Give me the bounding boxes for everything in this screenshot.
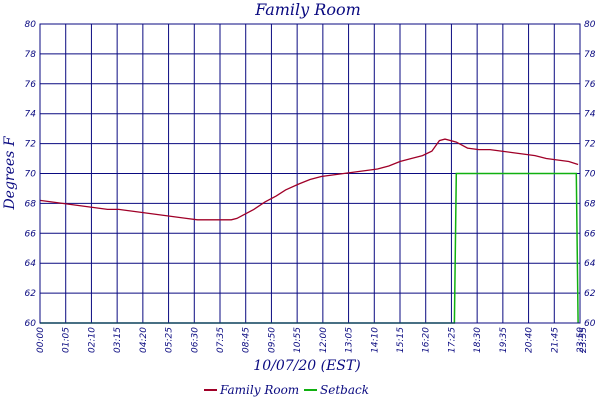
- y-tick-label-right: 74: [584, 110, 596, 120]
- x-tick-label: 07:35: [216, 327, 226, 353]
- legend-label-family-room: Family Room: [219, 383, 299, 397]
- y-tick-label-left: 70: [25, 170, 37, 180]
- x-tick-label: 06:30: [190, 327, 200, 353]
- x-tick-label: 01:05: [62, 327, 72, 353]
- y-tick-label-left: 62: [25, 289, 37, 299]
- y-axis-label: Degrees F: [2, 135, 18, 210]
- y-tick-label-left: 74: [25, 110, 37, 120]
- x-tick-label: 15:15: [396, 327, 406, 353]
- series-line-setback: [40, 172, 579, 324]
- x-tick-label: 17:25: [447, 327, 457, 353]
- x-tick-label: 23:50: [576, 327, 586, 353]
- x-tick-label: 03:15: [113, 327, 123, 353]
- y-tick-label-right: 76: [584, 80, 596, 90]
- y-tick-label-left: 68: [25, 199, 37, 209]
- plot-frame: [39, 23, 581, 324]
- y-tick-label-right: 68: [584, 199, 596, 209]
- chart-title: Family Room: [254, 0, 361, 19]
- y-tick-label-right: 78: [584, 50, 596, 60]
- y-tick-label-left: 78: [25, 50, 37, 60]
- x-tick-label: 04:20: [139, 327, 149, 353]
- y-tick-label-right: 60: [584, 319, 596, 329]
- y-tick-label-right: 70: [584, 170, 596, 180]
- y-tick-label-right: 66: [584, 229, 596, 239]
- x-tick-labels: 00:00 01:05 02:10 03:15 04:20 05:25 06:30 07:35…: [36, 327, 589, 353]
- y-tick-label-left: 80: [25, 20, 37, 30]
- x-tick-label: 00:00: [36, 327, 46, 353]
- x-tick-label: 12:00: [319, 327, 329, 353]
- y-tick-label-left: 64: [25, 259, 37, 269]
- y-tick-label-right: 80: [584, 20, 596, 30]
- y-tick-label-right: 64: [584, 259, 596, 269]
- x-tick-label: 20:40: [525, 327, 535, 353]
- y-tick-label-right: 72: [584, 140, 596, 150]
- y-tick-label-left: 72: [25, 140, 37, 150]
- x-tick-label: 05:25: [165, 327, 175, 353]
- x-tick-label: 18:30: [473, 327, 483, 353]
- y-tick-label-right: 62: [584, 289, 596, 299]
- x-tick-label: 23:55: [579, 327, 589, 353]
- legend: Family Room Setback: [204, 383, 369, 397]
- y-tick-label-left: 60: [25, 319, 37, 329]
- legend-label-setback: Setback: [320, 383, 369, 397]
- series-lines: [39, 138, 579, 324]
- y-tick-label-left: 76: [25, 80, 37, 90]
- x-tick-label: 14:10: [370, 327, 380, 353]
- x-tick-label: 16:20: [422, 327, 432, 353]
- y-tick-labels: 60 60 62 62 64 64 66 66 68 68 70 70 72 72 74 74 76 76 78 78…: [25, 20, 596, 329]
- x-tick-label: 13:05: [345, 327, 355, 353]
- x-axis-label: 10/07/20 (EST): [253, 358, 360, 374]
- x-tick-label: 08:45: [242, 327, 252, 353]
- series-line-family-room: [39, 138, 579, 221]
- x-tick-label: 19:35: [499, 327, 509, 353]
- x-tick-label: 02:10: [87, 327, 97, 353]
- x-tick-label: 21:45: [550, 327, 560, 353]
- x-tick-label: 09:50: [267, 327, 277, 353]
- y-tick-label-left: 66: [25, 229, 37, 239]
- x-tick-label: 10:55: [293, 327, 303, 353]
